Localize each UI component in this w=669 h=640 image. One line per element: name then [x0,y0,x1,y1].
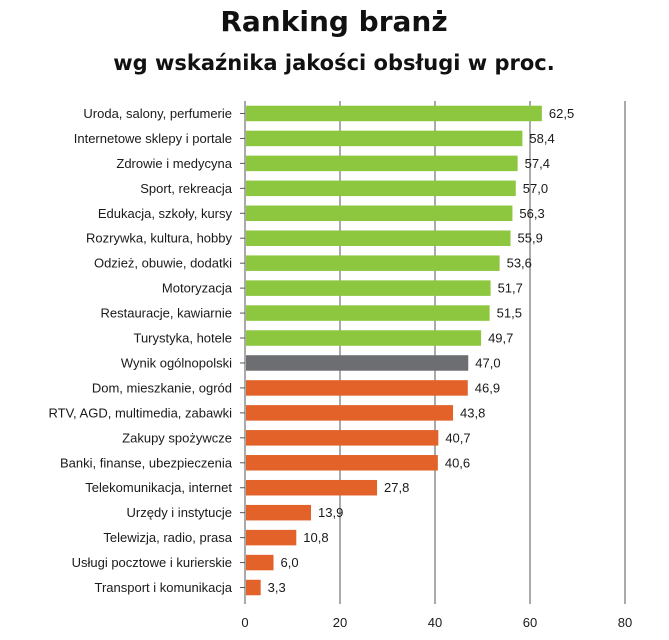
data-label: 49,7 [488,331,513,346]
bar [246,355,469,371]
bar [246,305,490,321]
chart-subtitle: wg wskaźnika jakości obsługi w proc. [113,51,554,75]
category-label: Motoryzacja [162,281,233,296]
category-label: Banki, finanse, ubezpieczenia [60,455,233,470]
data-label: 40,7 [445,430,470,445]
data-label: 58,4 [529,131,554,146]
category-label: Transport i komunikacja [94,580,232,595]
category-label: RTV, AGD, multimedia, zabawki [48,405,232,420]
category-label: Usługi pocztowe i kurierskie [72,555,232,570]
bars [246,105,542,596]
bar [246,455,438,471]
x-axis-ticks: 0 20 40 60 80 [241,615,632,630]
data-label: 62,5 [549,106,574,121]
x-tick-label: 20 [333,615,347,630]
x-tick-label: 40 [428,615,442,630]
data-label: 10,8 [303,530,328,545]
category-label: Dom, mieszkanie, ogród [92,380,232,395]
category-label: Telekomunikacja, internet [85,480,232,495]
chart-title: Ranking branż [220,5,447,38]
data-label: 56,3 [519,206,544,221]
bar [246,155,518,172]
category-labels: Uroda, salony, perfumerie Internetowe skl… [48,106,232,595]
data-label: 46,9 [475,380,500,395]
x-tick-label: 80 [618,615,632,630]
data-label: 51,5 [497,306,522,321]
data-label: 57,0 [523,181,548,196]
bar [246,479,378,496]
x-tick-label: 0 [241,615,248,630]
category-label: Edukacja, szkoły, kursy [98,206,233,221]
bar [246,380,468,396]
bar [246,330,482,346]
category-label: Sport, rekreacja [140,181,233,196]
category-label: Restauracje, kawiarnie [100,306,232,321]
data-label: 27,8 [384,480,409,495]
category-label: Rozrywka, kultura, hobby [86,231,232,246]
bar [246,180,516,197]
data-label: 55,9 [518,231,543,246]
data-label: 57,4 [525,156,550,171]
bar [246,504,312,521]
data-label: 53,6 [507,256,532,271]
bar [246,230,511,246]
data-label: 51,7 [498,281,523,296]
bar [246,105,542,122]
category-label: Zdrowie i medycyna [116,156,232,171]
data-label: 13,9 [318,505,343,520]
category-label: Internetowe sklepy i portale [74,131,232,146]
data-label: 40,6 [445,455,470,470]
bar [246,579,261,596]
bar [246,205,513,222]
category-label: Uroda, salony, perfumerie [83,106,232,121]
bar [246,255,500,271]
bar [246,554,274,571]
data-label: 47,0 [475,355,500,370]
data-label: 3,3 [268,580,286,595]
gridlines [240,101,626,604]
bar [246,280,491,296]
category-label: Urzędy i instytucje [127,505,232,520]
value-labels: 62,5 58,4 57,4 57,0 56,3 55,9 53,6 51,7 51,5 49,7… [268,106,575,595]
data-label: 6,0 [281,555,299,570]
bar [246,430,439,446]
bar [246,405,454,421]
x-tick-label: 60 [523,615,537,630]
bar [246,529,297,546]
category-label: Turystyka, hotele [133,331,232,346]
category-label: Odzież, obuwie, dodatki [94,256,232,271]
data-label: 43,8 [460,405,485,420]
category-label: Zakupy spożywcze [122,430,232,445]
category-label: Telewizja, radio, prasa [103,530,232,545]
category-label: Wynik ogólnopolski [121,355,232,370]
bar [246,130,523,147]
